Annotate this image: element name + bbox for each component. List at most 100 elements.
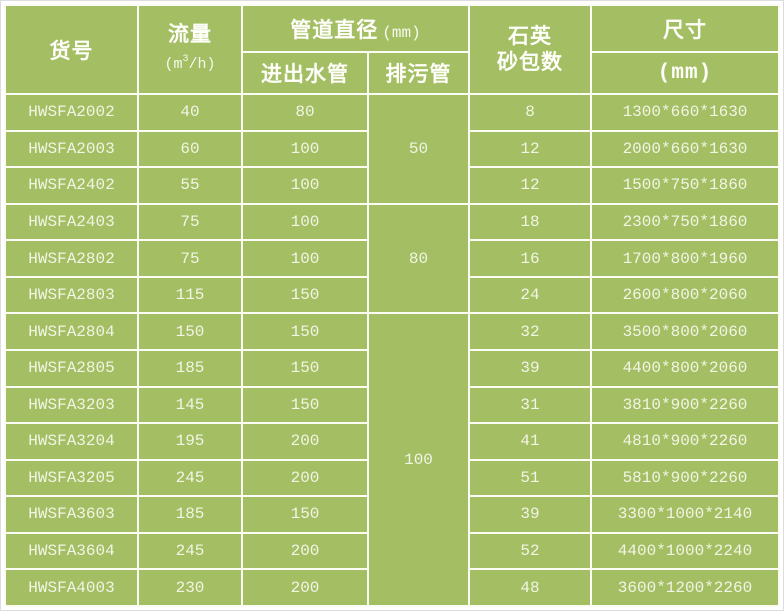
header-quartz-line1: 石英: [508, 24, 552, 48]
cell-size: 5810*900*2260: [590, 458, 780, 498]
cell-bags: 8: [468, 93, 592, 132]
product-spec-table: 货号 流量 (m3/h) 管道直径 (mm) 石英 砂包数 尺寸: [4, 4, 780, 607]
cell-flow: 195: [137, 422, 243, 461]
cell-bags: 41: [468, 422, 592, 461]
header-flow-label: 流量: [168, 22, 212, 46]
header-quartz-line2: 砂包数: [497, 50, 563, 74]
cell-flow: 245: [137, 458, 243, 498]
cell-inlet-outlet: 200: [241, 422, 369, 461]
cell-size: 2600*800*2060: [590, 275, 780, 315]
cell-code: HWSFA2804: [4, 312, 139, 351]
cell-drain-merged: 50: [367, 93, 470, 205]
cell-size: 1700*800*1960: [590, 239, 780, 278]
table-row: HWSFA4003 230 200 48 3600*1200*2260: [4, 568, 780, 607]
cell-size: 3810*900*2260: [590, 385, 780, 425]
header-inlet-outlet-pipe: 进出水管: [241, 51, 369, 95]
cell-bags: 12: [468, 129, 592, 169]
cell-bags: 51: [468, 458, 592, 498]
table-row: HWSFA3203 145 150 31 3810*900*2260: [4, 385, 780, 425]
cell-drain-merged: 80: [367, 202, 470, 315]
header-size-label: 尺寸: [663, 18, 707, 42]
cell-flow: 145: [137, 385, 243, 425]
header-row-2: 进出水管 排污管 (mm): [5, 51, 780, 95]
header-size: 尺寸: [590, 4, 780, 53]
table-row: HWSFA2403 75 100 80 18 2300*750*1860: [4, 202, 780, 315]
cell-flow: 150: [137, 312, 243, 351]
cell-code: HWSFA2402: [4, 166, 139, 205]
cell-code: HWSFA3603: [4, 495, 139, 534]
cell-size: 1500*750*1860: [590, 166, 780, 205]
cell-flow: 115: [137, 275, 243, 315]
cell-flow: 75: [137, 202, 243, 242]
cell-inlet-outlet: 100: [241, 202, 369, 242]
cell-inlet-outlet: 100: [241, 239, 369, 278]
header-drain-pipe: 排污管: [367, 51, 470, 95]
cell-flow: 230: [137, 568, 243, 607]
cell-code: HWSFA3204: [4, 422, 139, 461]
cell-size: 2000*660*1630: [590, 129, 780, 169]
table-row: HWSFA3603 185 150 39 3300*1000*2140: [4, 495, 780, 534]
header-flow-unit: (m3/h): [164, 53, 216, 73]
cell-bags: 39: [468, 495, 592, 534]
header-pipe-diameter-label: 管道直径: [290, 18, 379, 42]
cell-flow: 185: [137, 348, 243, 388]
cell-flow: 245: [137, 531, 243, 571]
header-pipe-diameter-unit: (mm): [382, 23, 421, 42]
cell-inlet-outlet: 100: [241, 129, 369, 169]
cell-code: HWSFA2003: [4, 129, 139, 169]
header-quartz-bags: 石英 砂包数: [468, 4, 592, 95]
cell-bags: 12: [468, 166, 592, 205]
cell-flow: 40: [137, 93, 243, 132]
cell-bags: 18: [468, 202, 592, 242]
cell-flow: 75: [137, 239, 243, 278]
cell-bags: 39: [468, 348, 592, 388]
cell-flow: 185: [137, 495, 243, 534]
cell-code: HWSFA2802: [4, 239, 139, 278]
table-row: HWSFA2002 40 80 50 8 1300*660*1630: [4, 93, 780, 205]
cell-code: HWSFA2805: [4, 348, 139, 388]
cell-inlet-outlet: 150: [241, 275, 369, 315]
header-pipe-diameter: 管道直径 (mm): [241, 4, 470, 53]
header-size-unit: (mm): [590, 51, 780, 95]
cell-code: HWSFA3604: [4, 531, 139, 571]
cell-code: HWSFA3203: [4, 385, 139, 425]
cell-size: 4810*900*2260: [590, 422, 780, 461]
table-row: HWSFA2003 60 100 12 2000*660*1630: [4, 129, 780, 169]
table-row: HWSFA2402 55 100 12 1500*750*1860: [4, 166, 780, 205]
cell-size: 3600*1200*2260: [590, 568, 780, 607]
cell-flow: 55: [137, 166, 243, 205]
cell-inlet-outlet: 150: [241, 495, 369, 534]
table-row: HWSFA2804 150 150 100 32 3500*800*2060: [4, 312, 780, 607]
cell-inlet-outlet: 150: [241, 312, 369, 351]
table-row: HWSFA2805 185 150 39 4400*800*2060: [4, 348, 780, 388]
cell-code: HWSFA3205: [4, 458, 139, 498]
header-flow: 流量 (m3/h): [137, 4, 243, 95]
table-row: HWSFA2802 75 100 16 1700*800*1960: [4, 239, 780, 278]
header-product-code-label: 货号: [49, 39, 94, 63]
cell-drain-merged: 100: [367, 312, 470, 607]
cell-inlet-outlet: 200: [241, 531, 369, 571]
cell-size: 4400*1000*2240: [590, 531, 780, 571]
cell-bags: 52: [468, 531, 592, 571]
cell-bags: 16: [468, 239, 592, 278]
cell-bags: 24: [468, 275, 592, 315]
table-row: HWSFA3604 245 200 52 4400*1000*2240: [4, 531, 780, 571]
header-row-1: 货号 流量 (m3/h) 管道直径 (mm) 石英 砂包数 尺寸: [4, 4, 780, 95]
table-row: HWSFA2803 115 150 24 2600*800*2060: [4, 275, 780, 315]
table-row: HWSFA3205 245 200 51 5810*900*2260: [4, 458, 780, 498]
cell-inlet-outlet: 200: [241, 568, 369, 607]
cell-size: 3500*800*2060: [590, 312, 780, 351]
cell-bags: 32: [468, 312, 592, 351]
cell-size: 4400*800*2060: [590, 348, 780, 388]
cell-bags: 31: [468, 385, 592, 425]
cell-size: 2300*750*1860: [590, 202, 780, 242]
cell-size: 1300*660*1630: [590, 93, 780, 132]
cell-bags: 48: [468, 568, 592, 607]
cell-inlet-outlet: 100: [241, 166, 369, 205]
cell-code: HWSFA4003: [4, 568, 139, 607]
cell-inlet-outlet: 150: [241, 348, 369, 388]
cell-inlet-outlet: 150: [241, 385, 369, 425]
cell-code: HWSFA2403: [4, 202, 139, 242]
cell-inlet-outlet: 200: [241, 458, 369, 498]
